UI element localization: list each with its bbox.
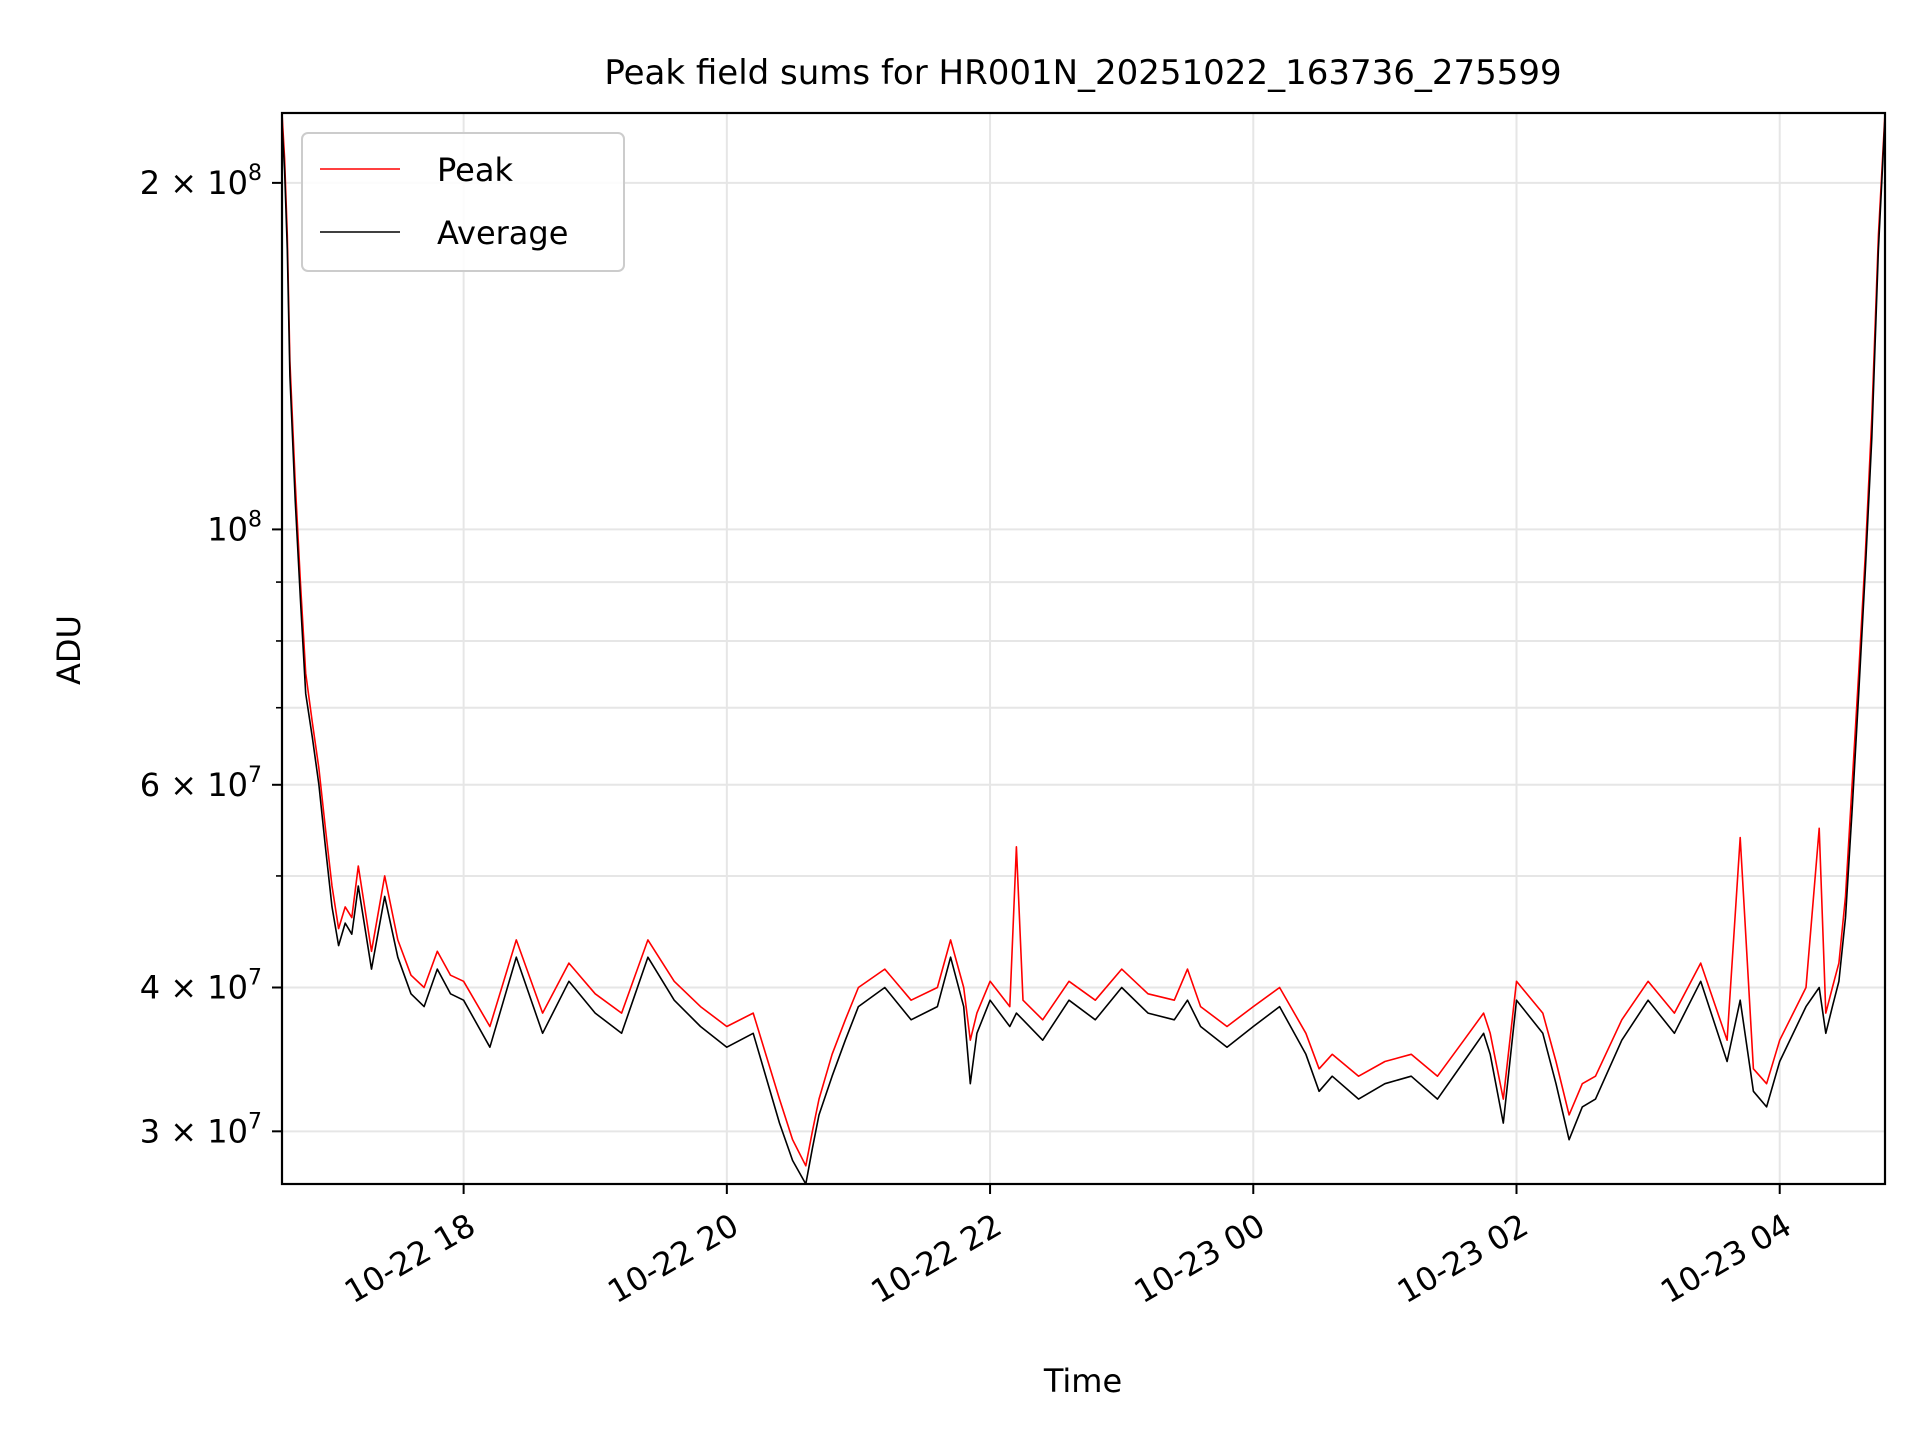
y-tick-label: 2 × 108 [140, 161, 262, 202]
legend-peak-label: Peak [437, 151, 513, 189]
y-tick-label: 4 × 107 [140, 966, 262, 1007]
y-tick-label: 3 × 107 [140, 1109, 262, 1150]
y-tick-label: 6 × 107 [140, 763, 262, 804]
chart-title: Peak field sums for HR001N_20251022_1637… [604, 53, 1561, 93]
plot-lines [282, 113, 1885, 1184]
series-line-average [282, 117, 1885, 1184]
y-axis: 2 × 108 108 6 × 107 4 × 107 3 × 107 [140, 161, 282, 1150]
grid [282, 113, 1885, 1184]
y-tick-label: 108 [207, 507, 262, 548]
legend-average-label: Average [437, 214, 568, 252]
x-axis-label: Time [1043, 1362, 1122, 1400]
series-line-peak [282, 113, 1885, 1167]
legend-box [301, 132, 625, 272]
plot-frame [280, 111, 1887, 1186]
legend: Peak Average [301, 132, 625, 272]
y-axis-label: ADU [50, 615, 88, 685]
